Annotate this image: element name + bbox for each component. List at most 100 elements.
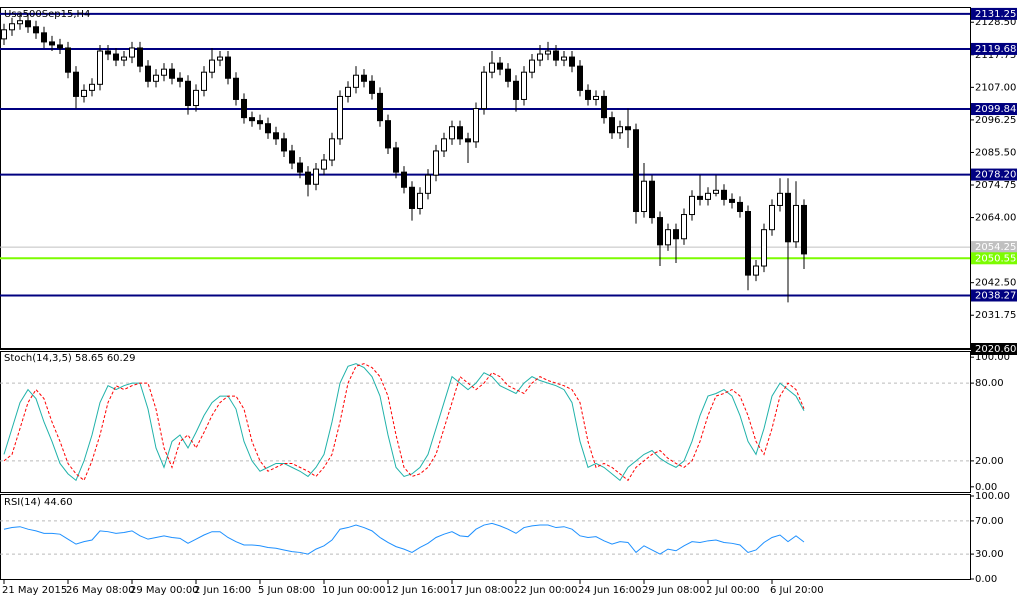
candle-body (577, 65, 583, 91)
candle-body (257, 120, 263, 125)
candle-body (305, 171, 311, 185)
candle-body (665, 229, 671, 246)
x-tick-label: 2 Jul 00:00 (706, 585, 760, 596)
candle-body (585, 89, 591, 100)
price-label-box (971, 241, 1017, 254)
candle-body (41, 32, 47, 43)
candle-body (345, 86, 351, 97)
price-label-box (971, 7, 1017, 20)
candle-body (177, 77, 183, 82)
candle-body (145, 65, 151, 82)
candle-body (697, 195, 703, 200)
y-tick-label: 0.00 (975, 482, 997, 493)
candle-body (273, 132, 279, 140)
rsi-pane (0, 494, 971, 580)
candle-body (745, 211, 751, 276)
candle-body (441, 138, 447, 152)
candle-body (769, 204, 775, 231)
candle-body (705, 192, 711, 200)
price-label: 2131.25 (971, 7, 1017, 20)
y-tick-label: 2128.50 (975, 17, 1016, 28)
candle-body (281, 138, 287, 152)
price-label-box (971, 252, 1017, 265)
candle-body (569, 56, 575, 67)
candle-body (785, 192, 791, 243)
stoch-pane (0, 351, 971, 493)
price-label: 2038.27 (971, 289, 1017, 302)
pane-title: Usa500Sep15,H4 (4, 9, 90, 20)
y-tick-label: 0.00 (975, 574, 997, 585)
x-tick-label: 5 Jun 08:00 (258, 585, 315, 596)
candle-body (465, 138, 471, 143)
candle-body (689, 195, 695, 216)
candle-body (561, 56, 567, 61)
y-tick-label: 2096.25 (975, 115, 1016, 126)
candle-body (505, 68, 511, 82)
candle-body (361, 74, 367, 82)
price-label: 2119.68 (971, 42, 1017, 55)
candle-body (537, 53, 543, 61)
candle-body (105, 50, 111, 55)
price-label: 2020.60 (971, 343, 1017, 355)
x-tick-label: 2 Jun 16:00 (194, 585, 251, 596)
candle-body (121, 56, 127, 61)
price-label-box (971, 289, 1017, 302)
candle-body (801, 204, 807, 255)
y-tick-label: 2074.75 (975, 180, 1016, 191)
candle-body (249, 117, 255, 122)
y-tick-label: 100.00 (975, 491, 1010, 502)
candle-body (17, 20, 23, 25)
candle-body (73, 71, 79, 97)
candle-body (681, 214, 687, 240)
candle-body (377, 92, 383, 122)
y-tick-label: 2042.50 (975, 278, 1016, 289)
candle-body (793, 204, 799, 243)
candle-body (89, 83, 95, 91)
candle-body (393, 147, 399, 173)
candle-body (385, 120, 391, 149)
candle-body (193, 89, 199, 107)
y-tick-label: 2064.00 (975, 213, 1016, 224)
candle-body (449, 126, 455, 140)
candle-body (33, 26, 39, 34)
price-label: 2050.55 (971, 252, 1017, 264)
candle-body (201, 71, 207, 91)
x-tick-label: 21 May 2015 (2, 585, 67, 596)
candle-body (633, 129, 639, 213)
indicator-line (3, 522, 805, 555)
price-label-text: 2050.55 (975, 253, 1016, 264)
price-label-text: 2078.20 (975, 170, 1016, 181)
candle-body (481, 71, 487, 110)
candle-body (721, 189, 727, 200)
candle-body (217, 56, 223, 61)
candle-body (401, 171, 407, 188)
candle-body (265, 123, 271, 134)
candle-body (313, 168, 319, 185)
candle-body (417, 192, 423, 209)
candle-body (185, 80, 191, 107)
candle-body (553, 50, 559, 61)
price-label-text: 2020.60 (975, 344, 1016, 355)
price-label: 2078.20 (971, 168, 1017, 181)
y-tick-label: 30.00 (975, 549, 1004, 560)
y-tick-label: 2085.50 (975, 147, 1016, 158)
price-label-text: 2119.68 (975, 44, 1016, 55)
candle-body (433, 150, 439, 176)
candle-body (673, 229, 679, 240)
candle-body (473, 108, 479, 143)
price-label-box (971, 168, 1017, 181)
price-label-text: 2131.25 (975, 9, 1016, 20)
y-tick-label: 70.00 (975, 516, 1004, 527)
candle-body (729, 198, 735, 203)
candle-body (297, 162, 303, 173)
candle-body (777, 192, 783, 206)
price-label-box (971, 103, 1017, 116)
candle-body (113, 53, 119, 61)
x-tick-label: 17 Jun 08:00 (450, 585, 514, 596)
candle-body (49, 41, 55, 46)
candle-body (753, 265, 759, 276)
candle-body (529, 59, 535, 73)
candle-body (129, 47, 135, 58)
candle-body (593, 95, 599, 100)
